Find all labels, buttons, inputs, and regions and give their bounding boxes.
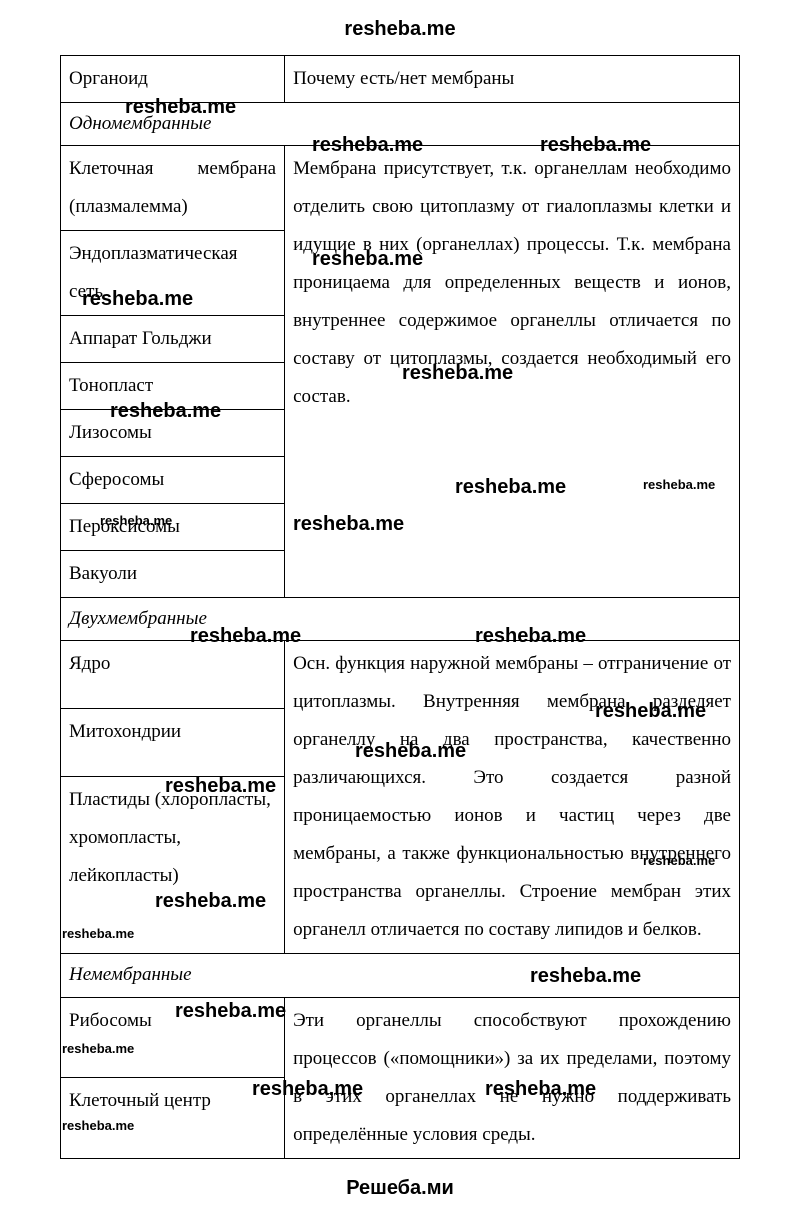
section-header-3: Немембранные [61, 954, 740, 997]
organelle-cell: Эндоплазматическая сеть [61, 231, 285, 316]
top-watermark: resheba.me [60, 18, 740, 41]
section-header-2: Двухмембранные [61, 598, 740, 641]
organelle-cell: Аппарат Гольджи [61, 316, 285, 363]
header-right: Почему есть/нет мембраны [285, 56, 740, 103]
organelle-cell: Тонопласт [61, 363, 285, 410]
page-container: resheba.me Органоид Почему есть/нет мемб… [0, 0, 800, 1214]
table-row: Ядро Осн. функция наружной мембраны – от… [61, 641, 740, 709]
table-row: Клеточная мембрана (плазмалемма) Мембран… [61, 146, 740, 231]
section-title-2: Двухмембранные [61, 598, 740, 641]
organelle-cell: Вакуоли [61, 551, 285, 598]
organelle-cell: Пероксисомы [61, 504, 285, 551]
section-title-1: Одномембранные [61, 103, 740, 146]
description-cell-2: Осн. функция наружной мембраны – отграни… [285, 641, 740, 954]
bottom-label: Решеба.ми [60, 1177, 740, 1200]
organelle-cell: Лизосомы [61, 410, 285, 457]
description-cell-3: Эти органеллы способствуют прохождению п… [285, 997, 740, 1158]
organelle-cell: Митохондрии [61, 709, 285, 777]
section-header-1: Одномембранные [61, 103, 740, 146]
organelle-cell: Ядро [61, 641, 285, 709]
description-cell-1: Мембрана присутствует, т.к. органеллам н… [285, 146, 740, 598]
organelle-cell: Рибосомы [61, 997, 285, 1078]
organelle-cell: Сферосомы [61, 457, 285, 504]
table-header-row: Органоид Почему есть/нет мембраны [61, 56, 740, 103]
table-row: Рибосомы Эти органеллы способствуют прох… [61, 997, 740, 1078]
header-left: Органоид [61, 56, 285, 103]
organelle-cell: Клеточная мембрана (плазмалемма) [61, 146, 285, 231]
organelle-table: Органоид Почему есть/нет мембраны Одноме… [60, 55, 740, 1159]
section-title-3: Немембранные [61, 954, 740, 997]
organelle-cell: Пластиды (хлоропласты, хромопласты, лейк… [61, 776, 285, 953]
organelle-cell: Клеточный центр [61, 1078, 285, 1159]
